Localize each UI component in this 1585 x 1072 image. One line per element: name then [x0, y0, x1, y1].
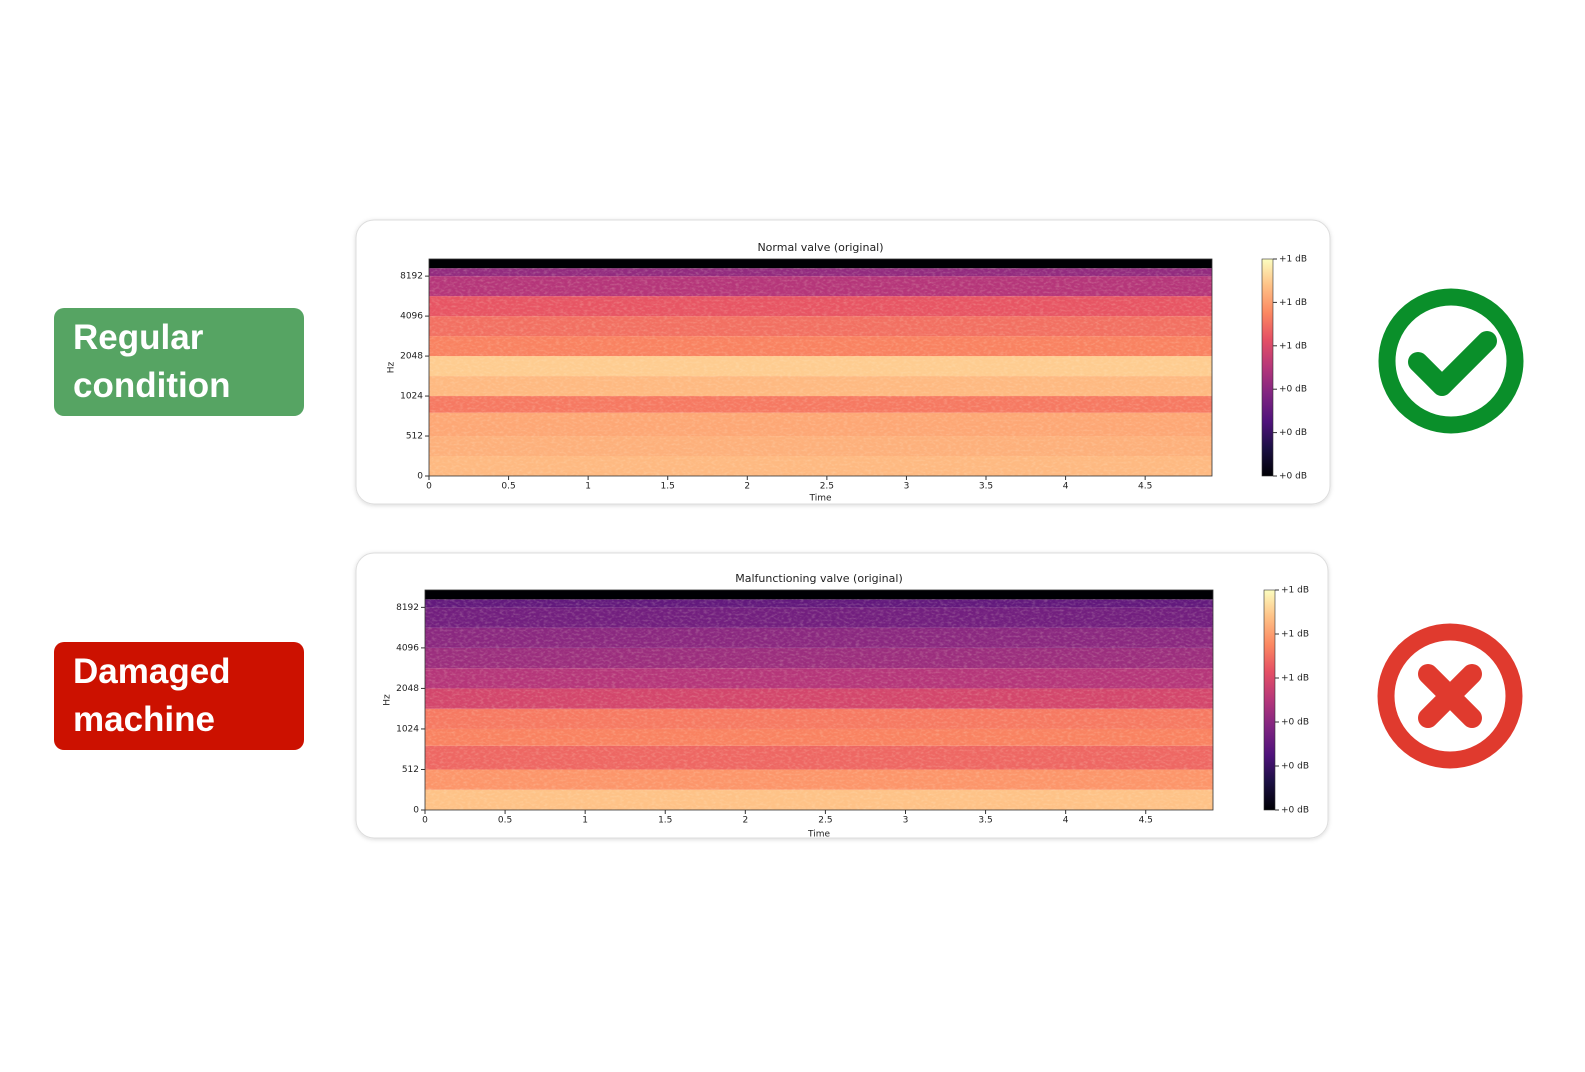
- x-tick-label: 0.5: [501, 482, 515, 492]
- x-tick-label: 3: [903, 816, 909, 826]
- x-tick-label: 2: [742, 816, 748, 826]
- colorbar-tick-label: +1 dB: [1279, 255, 1307, 265]
- y-axis-label: Hz: [383, 694, 393, 706]
- cross-icon: [1377, 623, 1523, 769]
- x-tick-label: 3.5: [978, 816, 992, 826]
- check-mark: [1408, 331, 1497, 396]
- status-label: Damaged machine: [54, 642, 304, 750]
- colorbar-tick-label: +1 dB: [1279, 341, 1307, 351]
- x-tick-label: 2.5: [820, 482, 834, 492]
- y-axis-label: Hz: [387, 361, 397, 373]
- cross-mark: [1418, 664, 1482, 728]
- status-label: Regular condition: [54, 308, 304, 416]
- y-tick-label: 4096: [396, 643, 419, 653]
- x-tick-label: 3: [904, 482, 910, 492]
- x-tick-label: 2: [744, 482, 750, 492]
- x-axis-label: Time: [807, 830, 830, 840]
- y-tick-label: 1024: [396, 724, 419, 734]
- y-tick-label: 0: [417, 472, 423, 482]
- y-tick-label: 8192: [396, 603, 419, 613]
- texture: [429, 268, 1212, 476]
- colorbar-tick-label: +0 dB: [1281, 806, 1309, 816]
- colorbar-tick-label: +1 dB: [1279, 298, 1307, 308]
- heat-band: [429, 259, 1212, 269]
- y-tick-label: 1024: [400, 392, 423, 402]
- x-tick-label: 2.5: [818, 816, 832, 826]
- y-tick-label: 512: [406, 432, 423, 442]
- colorbar-tick-label: +0 dB: [1279, 472, 1307, 482]
- y-tick-label: 4096: [400, 312, 423, 322]
- plot-frame: [428, 258, 1213, 477]
- colorbar-tick-label: +0 dB: [1279, 428, 1307, 438]
- x-axis-label: Time: [808, 494, 831, 504]
- chart-title: Malfunctioning valve (original): [735, 572, 903, 585]
- x-tick-label: 4: [1063, 816, 1069, 826]
- x-tick-label: 4.5: [1139, 816, 1153, 826]
- x-tick-label: 1.5: [658, 816, 672, 826]
- colorbar: [1261, 258, 1274, 477]
- y-tick-label: 512: [402, 765, 419, 775]
- colorbar-tick-label: +1 dB: [1281, 674, 1309, 684]
- check-icon: [1378, 288, 1524, 434]
- y-tick-label: 8192: [400, 272, 423, 282]
- x-tick-label: 0: [422, 816, 428, 826]
- heat-band: [425, 590, 1213, 600]
- plot-frame: [424, 589, 1214, 811]
- colorbar-tick-label: +1 dB: [1281, 586, 1309, 596]
- x-tick-label: 4.5: [1138, 482, 1152, 492]
- colorbar: [1263, 589, 1276, 811]
- chart-title: Normal valve (original): [757, 241, 883, 254]
- colorbar-tick-label: +0 dB: [1281, 718, 1309, 728]
- colorbar-tick-label: +0 dB: [1281, 762, 1309, 772]
- x-tick-label: 1.5: [661, 482, 675, 492]
- x-tick-label: 0: [426, 482, 432, 492]
- y-tick-label: 2048: [396, 684, 419, 694]
- colorbar-tick-label: +0 dB: [1279, 385, 1307, 395]
- x-tick-label: 3.5: [979, 482, 993, 492]
- y-tick-label: 0: [413, 806, 419, 816]
- texture: [425, 599, 1213, 810]
- y-tick-label: 2048: [400, 352, 423, 362]
- x-tick-label: 1: [585, 482, 591, 492]
- colorbar-tick-label: +1 dB: [1281, 630, 1309, 640]
- x-tick-label: 1: [582, 816, 588, 826]
- x-tick-label: 0.5: [498, 816, 512, 826]
- x-tick-label: 4: [1063, 482, 1069, 492]
